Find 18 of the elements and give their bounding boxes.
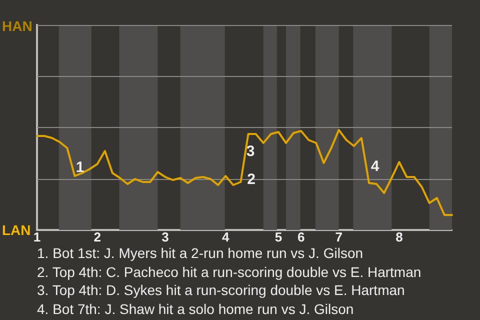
x-tick-label: 1 [33,229,41,244]
text: 3. Top 4th: D. Sykes hit a run-scoring double vs E. Hartman [37,281,406,300]
annotation: 3 [246,143,255,160]
text: 1. Bot 1st: J. Myers hit a 2-run home run vs J. Gilson [37,244,364,262]
x-tick-label: 2 [94,229,101,244]
annotation: 2 [247,171,256,188]
x-tick-label: 4 [222,229,230,244]
text: LAN [2,222,31,238]
x-tick-label: 5 [274,229,282,244]
x-tick-label: 3 [162,229,169,244]
text: 4. Bot 7th: J. Shaw hit a solo home run vs J. Gilson [37,300,355,318]
x-tick-label: 7 [335,229,342,244]
x-tick-label: 8 [396,229,403,244]
text: 2. Top 4th: C. Pacheco hit a run-scoring double vs E. Hartman [37,262,422,281]
annotation: 1 [76,159,84,176]
text: HAN [2,18,32,34]
annotation: 4 [370,158,380,176]
x-tick-label: 6 [297,229,305,244]
